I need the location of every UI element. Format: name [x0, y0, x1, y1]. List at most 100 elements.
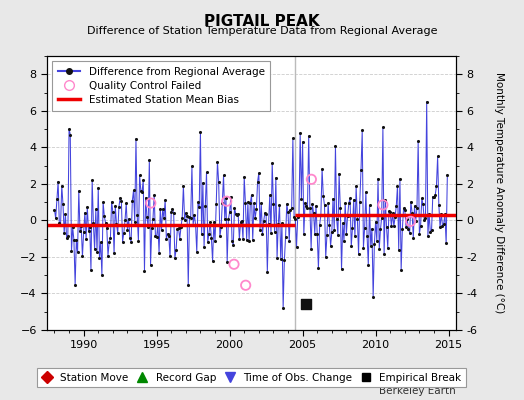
Point [111, 203, 119, 210]
Point [257, 200, 266, 206]
Point [315, 222, 324, 228]
Point [335, 170, 343, 177]
Point [161, 197, 169, 203]
Point [336, 205, 344, 211]
Point [395, 246, 403, 253]
Point [311, 230, 319, 237]
Point [180, 217, 189, 224]
Point [58, 182, 66, 189]
Point [369, 294, 377, 300]
Point [177, 224, 185, 230]
Point [200, 244, 208, 250]
Point [297, 196, 305, 202]
Point [352, 183, 361, 190]
Point [414, 138, 422, 144]
Point [232, 211, 240, 217]
Point [392, 203, 400, 209]
Point [176, 236, 184, 242]
Point [203, 239, 212, 245]
Point [94, 184, 103, 191]
Point [231, 204, 239, 211]
Point [245, 238, 253, 244]
Point [188, 163, 196, 170]
Point [147, 200, 155, 206]
Point [78, 253, 86, 260]
Point [65, 126, 73, 132]
Point [236, 219, 245, 225]
Point [353, 215, 362, 222]
Point [409, 234, 418, 241]
Point [280, 257, 289, 264]
Point [425, 210, 433, 217]
Point [286, 207, 294, 213]
Point [390, 223, 398, 229]
Point [70, 237, 78, 244]
Point [267, 230, 275, 236]
Point [149, 216, 157, 222]
Point [239, 236, 247, 242]
Point [82, 235, 90, 242]
Point [77, 223, 85, 229]
Point [394, 183, 402, 189]
Point [162, 236, 171, 242]
Point [190, 212, 199, 218]
Point [196, 128, 205, 135]
Point [121, 217, 129, 223]
Point [198, 231, 206, 237]
Point [259, 218, 268, 224]
Point [396, 176, 404, 182]
Point [282, 201, 291, 207]
Legend: Station Move, Record Gap, Time of Obs. Change, Empirical Break: Station Move, Record Gap, Time of Obs. C… [38, 368, 465, 387]
Point [100, 213, 108, 220]
Point [319, 192, 328, 199]
Point [372, 218, 380, 225]
Point [126, 234, 134, 241]
Point [230, 261, 238, 268]
Point [278, 220, 286, 226]
Point [88, 177, 96, 184]
Point [413, 205, 421, 211]
Point [213, 159, 222, 165]
Point [165, 233, 173, 239]
Point [229, 242, 237, 248]
Point [337, 266, 346, 273]
Point [391, 214, 399, 220]
Point [363, 233, 372, 239]
Point [108, 209, 117, 215]
Point [440, 220, 448, 227]
Point [83, 204, 92, 210]
Point [430, 194, 438, 200]
Point [271, 174, 280, 181]
Point [107, 198, 116, 205]
Point [166, 253, 174, 260]
Point [305, 205, 314, 211]
Point [241, 200, 249, 207]
Point [268, 160, 276, 166]
Point [71, 282, 79, 288]
Point [388, 210, 397, 216]
Point [303, 205, 312, 212]
Point [307, 176, 315, 182]
Point [302, 202, 310, 209]
Point [223, 259, 232, 266]
Point [359, 244, 368, 251]
Point [154, 222, 162, 228]
Point [342, 230, 351, 237]
Point [141, 194, 150, 201]
Point [50, 206, 59, 213]
Point [422, 98, 431, 105]
Point [418, 195, 426, 202]
Point [155, 249, 163, 256]
Point [421, 215, 430, 221]
Point [135, 172, 144, 179]
Point [348, 224, 357, 231]
Point [145, 157, 154, 163]
Point [89, 220, 97, 226]
Point [235, 236, 244, 242]
Point [431, 192, 440, 199]
Point [59, 201, 67, 207]
Point [367, 242, 375, 249]
Point [81, 209, 89, 216]
Point [308, 201, 316, 207]
Point [293, 214, 302, 220]
